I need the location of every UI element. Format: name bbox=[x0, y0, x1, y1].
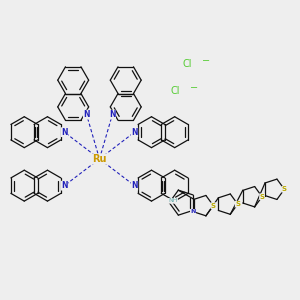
Text: S: S bbox=[211, 202, 216, 208]
Text: Ru: Ru bbox=[92, 154, 107, 164]
Text: −: − bbox=[202, 56, 210, 66]
Text: N: N bbox=[61, 128, 68, 137]
Text: N: N bbox=[109, 110, 116, 119]
Text: N: N bbox=[190, 209, 196, 214]
Text: N: N bbox=[61, 181, 68, 190]
Text: S: S bbox=[282, 186, 287, 192]
Text: N: N bbox=[131, 128, 138, 137]
Text: Cl: Cl bbox=[171, 85, 180, 96]
Text: Cl: Cl bbox=[183, 59, 192, 69]
Text: −: − bbox=[190, 83, 198, 93]
Text: NH: NH bbox=[168, 198, 178, 203]
Text: N: N bbox=[83, 110, 90, 119]
Text: N: N bbox=[131, 181, 138, 190]
Text: S: S bbox=[260, 194, 265, 200]
Text: S: S bbox=[235, 201, 240, 207]
